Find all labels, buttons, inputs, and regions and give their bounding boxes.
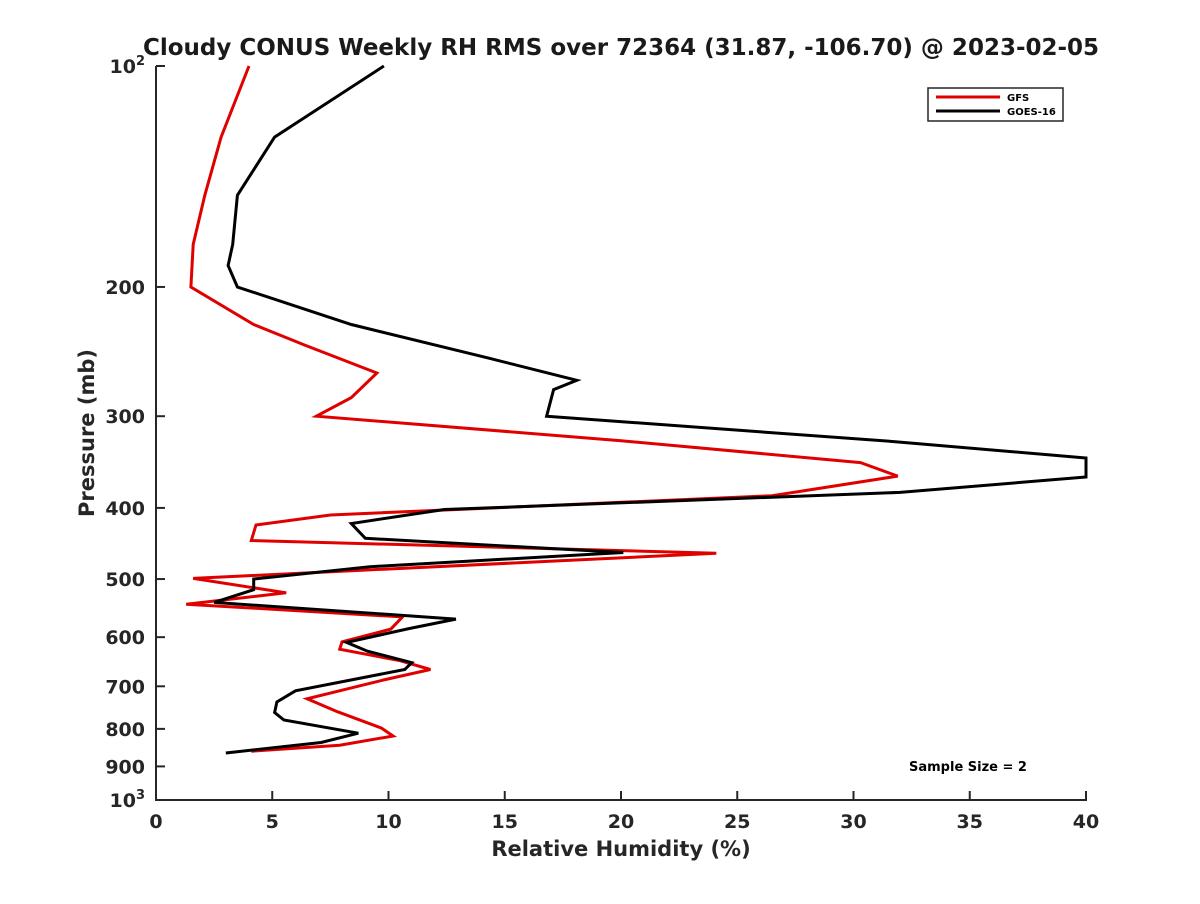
y-tick-label: 900 xyxy=(105,756,145,778)
x-tick-label: 40 xyxy=(1073,811,1099,833)
x-axis-label: Relative Humidity (%) xyxy=(491,837,750,861)
legend-box xyxy=(927,87,1064,122)
sample-size-annotation: Sample Size = 2 xyxy=(909,760,1027,775)
x-tick-label: 25 xyxy=(724,811,750,833)
x-tick-label: 20 xyxy=(608,811,634,833)
y-tick-label: 102 xyxy=(110,54,146,78)
y-tick-label: 600 xyxy=(105,627,145,649)
legend-label-goes-16: GOES-16 xyxy=(1007,107,1056,118)
legend-label-gfs: GFS xyxy=(1007,93,1029,104)
y-tick-label: 500 xyxy=(105,569,145,591)
y-tick-label: 700 xyxy=(105,676,145,698)
x-tick-label: 15 xyxy=(492,811,518,833)
x-tick-label: 10 xyxy=(375,811,401,833)
y-tick-label: 300 xyxy=(105,406,145,428)
series-line-gfs xyxy=(186,65,899,753)
y-tick-label: 200 xyxy=(105,277,145,299)
x-tick-label: 0 xyxy=(149,811,162,833)
x-tick-label: 30 xyxy=(840,811,866,833)
plot-area: 0 5 10 15 20 25 30 35 40 102 200 300 400 500 600 700 800… xyxy=(105,54,1099,833)
y-axis-label: Pressure (mb) xyxy=(75,349,99,517)
x-tick-label: 35 xyxy=(957,811,983,833)
x-tick-label: 5 xyxy=(266,811,279,833)
y-tick-label: 103 xyxy=(110,788,146,812)
chart-title: Cloudy CONUS Weekly RH RMS over 72364 (3… xyxy=(143,35,1099,61)
series-line-goes-16 xyxy=(213,64,1088,755)
y-tick-label: 400 xyxy=(105,498,145,520)
y-tick-label: 800 xyxy=(105,719,145,741)
